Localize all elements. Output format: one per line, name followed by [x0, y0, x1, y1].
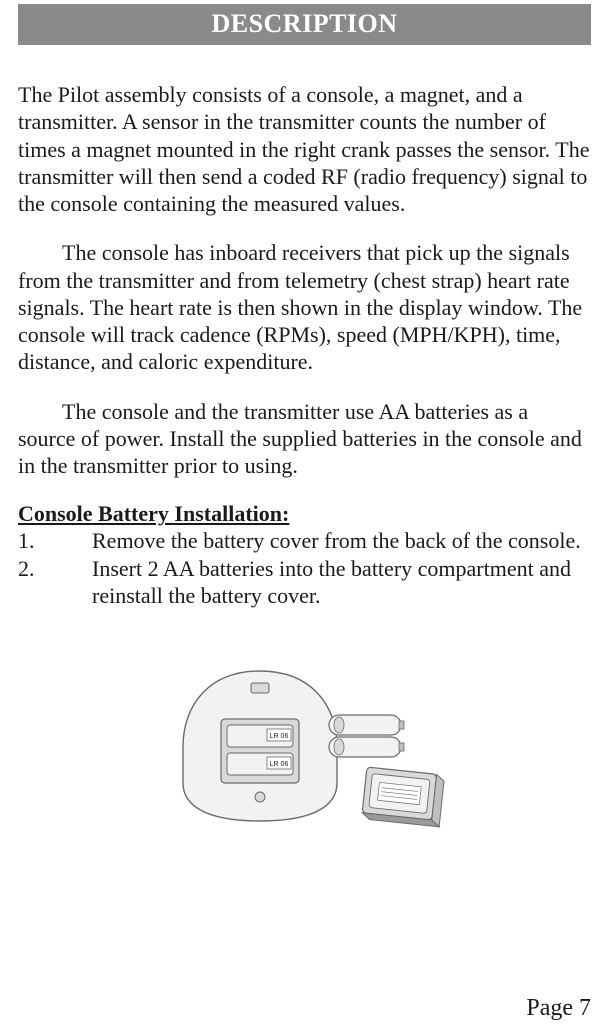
instruction-list: 1. Remove the battery cover from the bac…: [18, 527, 591, 609]
list-item-text: Insert 2 AA batteries into the battery c…: [92, 555, 591, 610]
loose-batteries: [329, 715, 404, 757]
list-item: 2. Insert 2 AA batteries into the batter…: [18, 555, 591, 610]
battery-terminal-1: [399, 721, 404, 729]
page-header-bar: DESCRIPTION: [18, 4, 591, 45]
battery-label-2: LR 06: [269, 761, 288, 768]
paragraph-1: The Pilot assembly consists of a console…: [18, 81, 591, 217]
list-item-number: 1.: [18, 527, 92, 554]
paragraph-2: The console has inboard receivers that p…: [18, 239, 591, 375]
console-battery-illustration: LR 06 LR 06: [155, 655, 455, 840]
list-item-text: Remove the battery cover from the back o…: [92, 527, 591, 554]
mount-tab: [251, 683, 269, 693]
battery-cover: [361, 767, 444, 827]
paragraph-3: The console and the transmitter use AA b…: [18, 398, 591, 480]
figure-container: LR 06 LR 06: [18, 655, 591, 840]
console-illustration-svg: LR 06 LR 06: [155, 655, 455, 835]
list-item: 1. Remove the battery cover from the bac…: [18, 527, 591, 554]
page-number: Page 7: [526, 995, 591, 1022]
section-heading: Console Battery Installation: [18, 501, 591, 527]
screw-hole: [255, 792, 265, 802]
list-item-number: 2.: [18, 555, 92, 582]
page-header-title: DESCRIPTION: [211, 9, 397, 38]
battery-label-1: LR 06: [269, 733, 288, 740]
battery-terminal-2: [399, 743, 404, 751]
section-heading-text: Console Battery Installation: [18, 501, 289, 526]
